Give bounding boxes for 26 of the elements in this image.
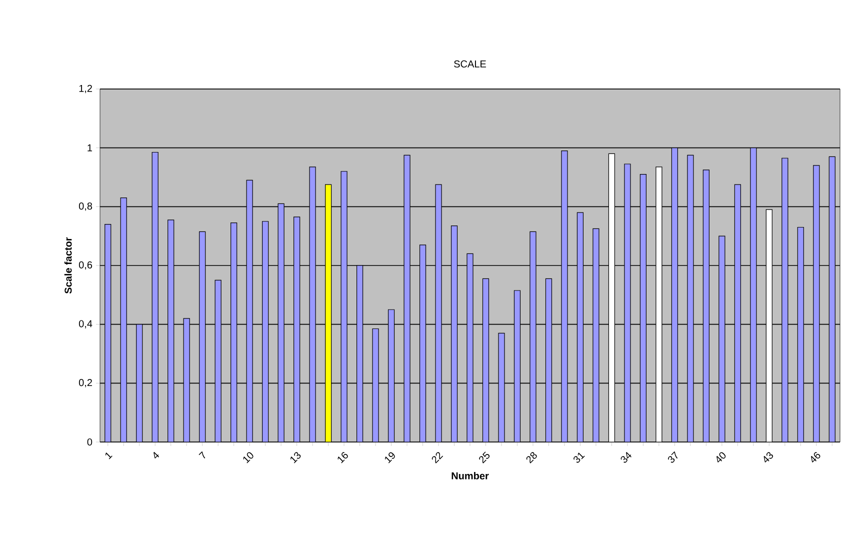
x-tick-label: 34 bbox=[620, 452, 632, 463]
x-tick-label: 13 bbox=[290, 452, 301, 464]
y-axis-title: Scale factor bbox=[64, 237, 72, 294]
y-tick-label: 0 bbox=[87, 438, 92, 446]
y-tick-label: 0,6 bbox=[78, 261, 92, 270]
x-tick-label: 16 bbox=[338, 452, 348, 464]
y-tick-label: 0,8 bbox=[78, 202, 92, 211]
x-axis-title: Number bbox=[452, 472, 489, 480]
x-tick-label: 40 bbox=[716, 452, 726, 462]
x-tick-label: 4 bbox=[154, 452, 160, 458]
x-tick-label: 22 bbox=[432, 452, 444, 464]
y-tick-label: 0,4 bbox=[78, 320, 92, 328]
y-tick-label: 1 bbox=[88, 144, 92, 152]
y-tick-label: 1,2 bbox=[79, 84, 92, 94]
x-tick-label: 1 bbox=[105, 452, 112, 460]
x-tick-label: 28 bbox=[526, 452, 537, 464]
x-tick-label: 37 bbox=[668, 451, 678, 463]
x-tick-label: 25 bbox=[479, 452, 490, 464]
y-tick-label: 0,2 bbox=[78, 379, 92, 388]
x-tick-label: 43 bbox=[764, 452, 774, 462]
x-tick-label: 19 bbox=[384, 452, 395, 464]
x-tick-label: 46 bbox=[810, 452, 820, 462]
x-tick-label: 31 bbox=[574, 452, 585, 463]
x-tick-label: 10 bbox=[243, 452, 254, 464]
x-tick-label: 7 bbox=[198, 451, 206, 459]
chart-title: SCALE bbox=[454, 60, 486, 68]
